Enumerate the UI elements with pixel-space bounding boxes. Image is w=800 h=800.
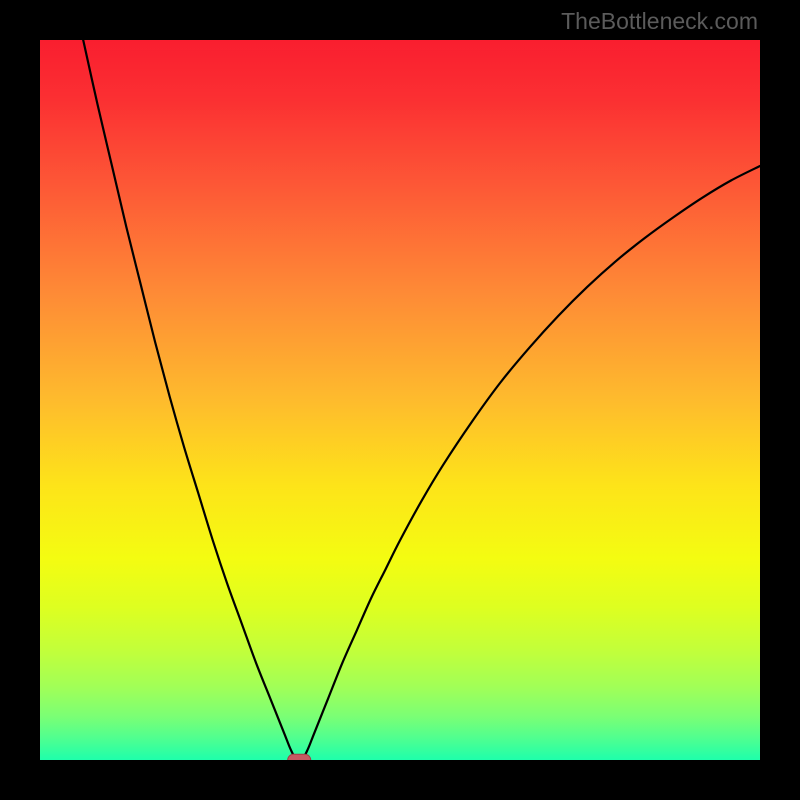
chart-svg xyxy=(0,0,800,800)
chart-frame: TheBottleneck.com xyxy=(0,0,800,800)
watermark-text: TheBottleneck.com xyxy=(561,8,758,35)
plot-background xyxy=(40,40,760,760)
